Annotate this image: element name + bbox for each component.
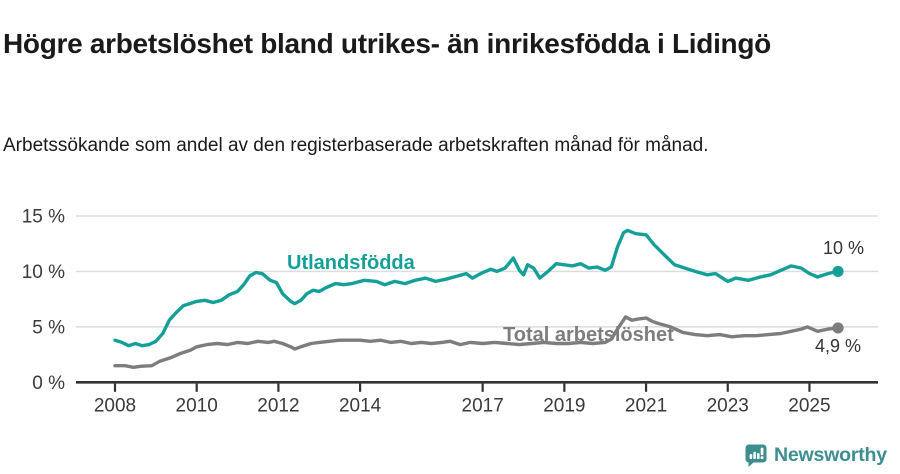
- x-axis-tick-label: 2012: [257, 395, 299, 416]
- brand-footer: Newsworthy: [744, 443, 887, 468]
- x-axis-tick-label: 2014: [339, 395, 382, 416]
- x-axis-tick-label: 2025: [788, 395, 830, 416]
- series-line: [113, 228, 840, 348]
- x-axis-tick-label: 2023: [707, 395, 749, 416]
- chart-title: Högre arbetslöshet bland utrikes- än inr…: [3, 27, 771, 59]
- newsworthy-logo-icon: [745, 444, 767, 467]
- x-axis-tick-label: 2021: [625, 395, 667, 416]
- end-value-total-arbetsloshet: 4,9 %: [815, 336, 862, 356]
- series-line: [113, 315, 840, 370]
- series-label-total-arbetsloshet: Total arbetslöshet: [503, 324, 674, 346]
- y-axis-tick-label: 15 %: [22, 206, 65, 227]
- brand-name: Newsworthy: [774, 444, 887, 466]
- y-axis-tick-label: 5 %: [32, 317, 65, 338]
- chart-subtitle: Arbetssökande som andel av den registerb…: [3, 135, 709, 156]
- x-axis-tick-label: 2017: [462, 395, 504, 416]
- x-axis-tick-label: 2019: [543, 395, 585, 416]
- x-axis-tick-label: 2008: [94, 395, 136, 416]
- end-value-utlandsfodda: 10 %: [823, 238, 865, 258]
- series-label-utlandsfodda: Utlandsfödda: [287, 252, 415, 274]
- series-end-dot: [832, 322, 844, 334]
- series-end-dot: [832, 265, 844, 278]
- y-axis-tick-label: 0 %: [32, 373, 65, 394]
- y-axis-tick-label: 10 %: [22, 262, 65, 283]
- line-chart: 0 % 5 % 10 % 15 % 2008 2010 2012 2014 2017 2019 20…: [22, 206, 878, 416]
- x-axis-tick-label: 2010: [176, 395, 218, 416]
